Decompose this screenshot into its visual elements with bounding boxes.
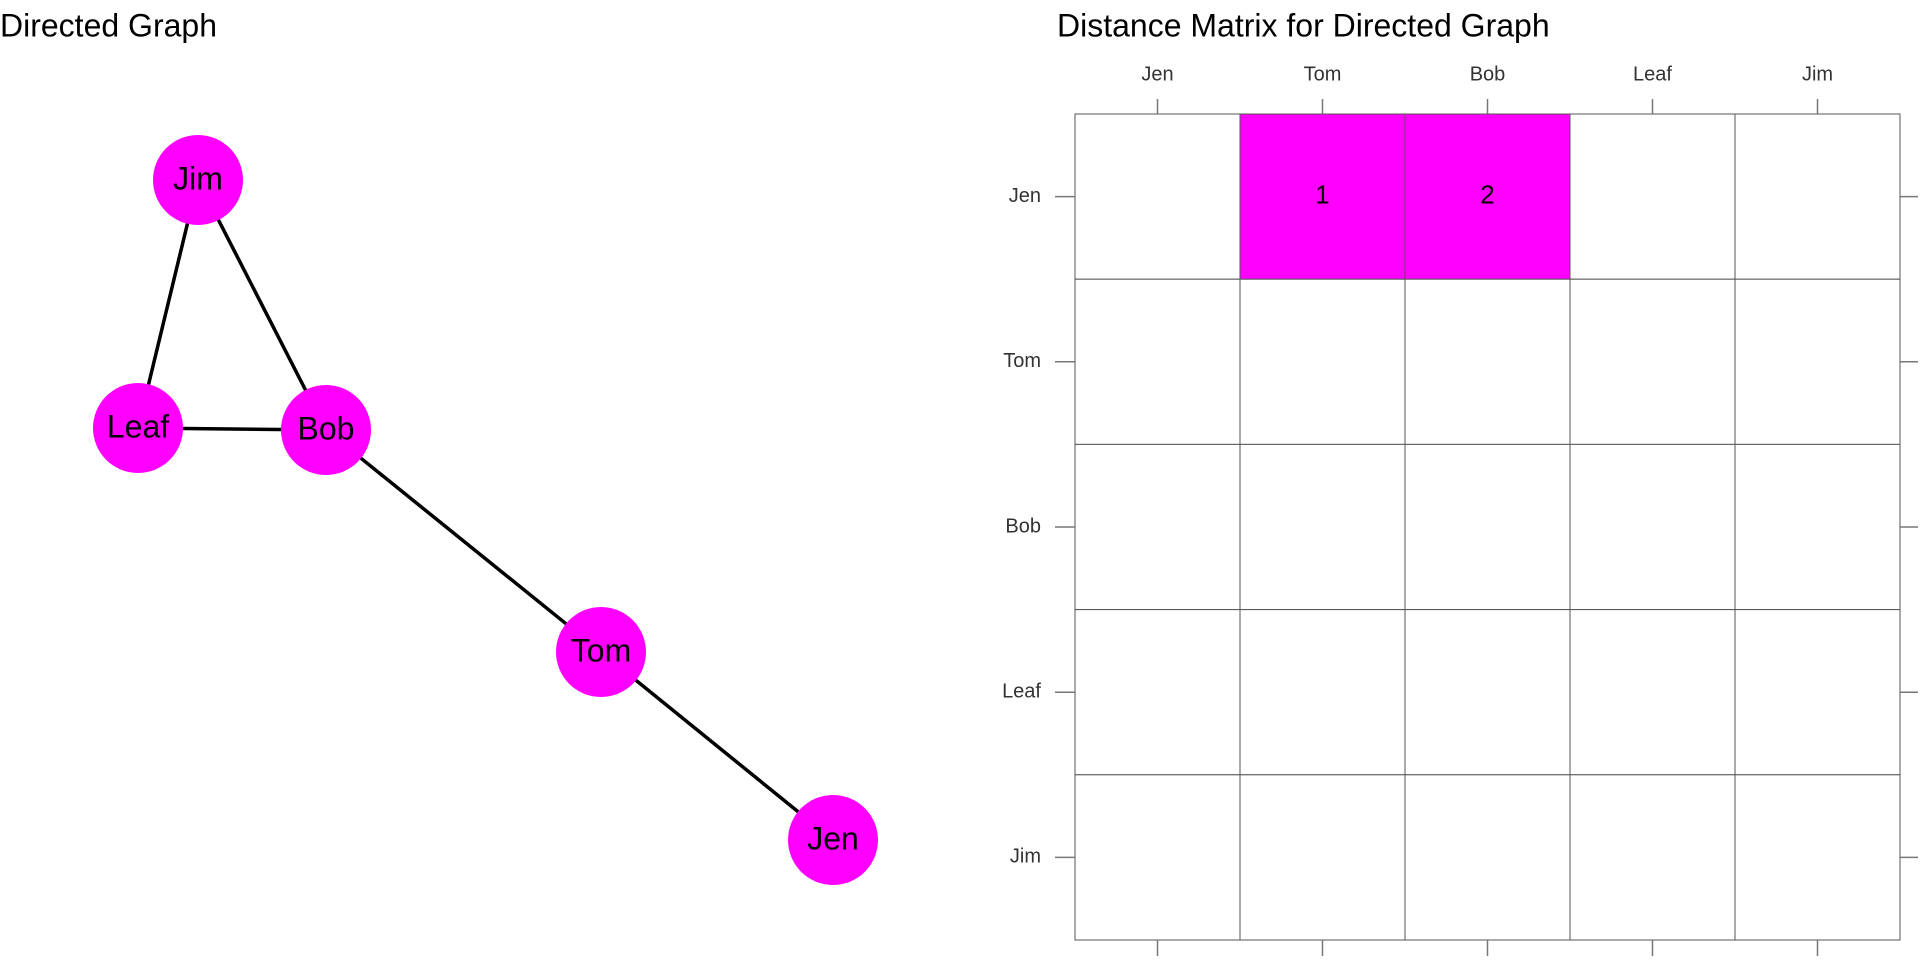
node-label: Tom [571,632,631,668]
edge [627,673,808,821]
nodes: Jen Tom Bob Leaf Jim [93,135,878,885]
cell-value: 1 [1315,179,1329,209]
matrix-cell [1074,774,1241,941]
matrix-cell [1404,278,1571,445]
matrix-title: Distance Matrix for Directed Graph [1057,7,1550,43]
matrix-cell [1239,774,1406,941]
matrix-cell [1569,443,1736,611]
matrix-cell [1734,113,1901,280]
node [153,135,243,225]
row-label: Leaf [1002,680,1041,702]
matrix-cell [1734,774,1901,941]
column-label: Bob [1470,63,1506,85]
matrix-cell [1074,609,1241,776]
matrix-cell [1734,278,1901,445]
node [281,385,371,475]
edge [146,213,190,395]
matrix-cell [1569,774,1736,941]
edges [146,210,808,821]
node [93,383,183,473]
node-label: Bob [298,410,355,446]
row-label: Jim [1010,846,1041,868]
column-label: Leaf [1633,63,1672,85]
edge [352,451,576,633]
matrix-cell [1569,609,1736,776]
edge [211,210,313,400]
matrix-cell [1569,278,1736,445]
row-label: Tom [1003,350,1041,372]
node [556,607,646,697]
matrix-cell [1569,113,1736,280]
matrix-cell [1074,278,1241,445]
matrix-cell [1734,609,1901,776]
row-label: Bob [1005,515,1041,537]
matrix-cell [1404,113,1571,280]
edge [172,428,293,429]
node-label: Jim [173,160,223,196]
row-label: Jen [1009,185,1041,207]
column-label: Jen [1141,63,1173,85]
node-label: Jen [807,820,859,856]
matrix-cell [1734,443,1901,611]
matrix-cell [1074,443,1241,611]
matrix-cell [1239,443,1406,611]
matrix-cell [1239,609,1406,776]
matrix-cell [1239,278,1406,445]
matrix: 1 2 Jen Tom Bob Leaf Jim Jen Tom Bob Leaf Jim [1002,63,1918,956]
cell-value: 2 [1480,179,1494,209]
graph-title: Directed Graph [0,7,217,43]
matrix-cell [1404,443,1571,611]
node [788,795,878,885]
matrix-cell [1404,774,1571,941]
matrix-cell [1404,609,1571,776]
column-label: Jim [1802,63,1833,85]
column-label: Tom [1304,63,1342,85]
matrix-cell [1074,113,1241,280]
node-label: Leaf [107,408,169,444]
